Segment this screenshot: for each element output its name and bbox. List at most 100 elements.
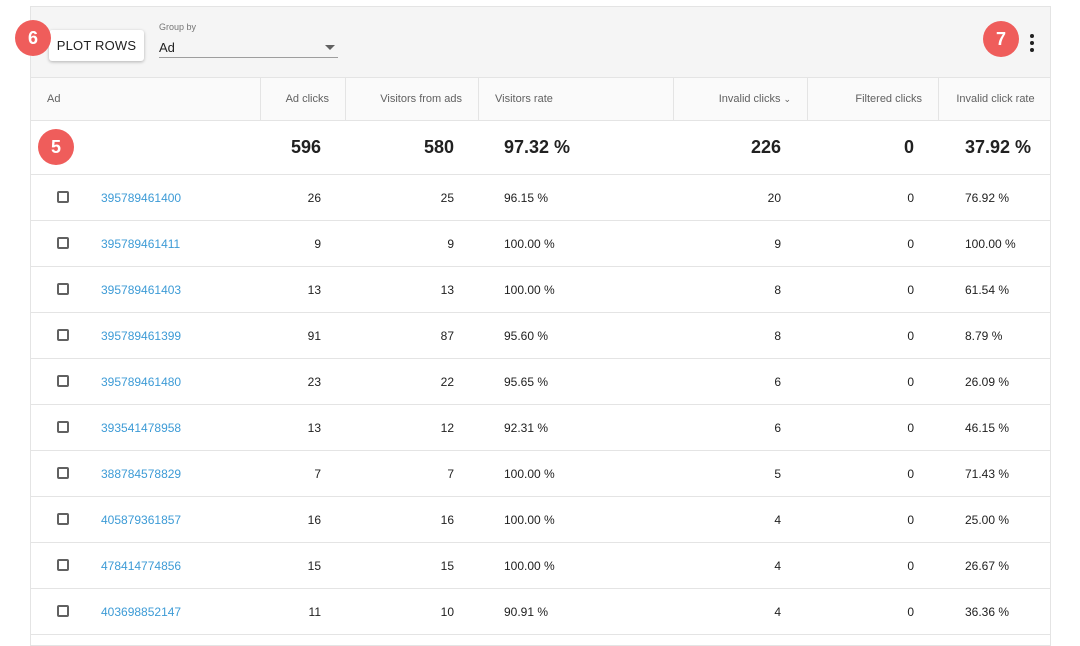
cell-ad-clicks: 13 bbox=[307, 282, 321, 297]
row-checkbox[interactable] bbox=[57, 421, 69, 433]
ad-id-link[interactable]: 403698852147 bbox=[101, 604, 182, 619]
cell-visitors-from-ads: 25 bbox=[440, 190, 454, 205]
table-row[interactable]: 395789461400 26 25 96.15 % 20 0 76.92 % bbox=[31, 175, 1050, 221]
cell-invalid-click-rate: 36.36 % bbox=[965, 604, 1010, 619]
cell-visitors-rate: 95.60 % bbox=[504, 328, 549, 343]
cell-invalid-clicks: 8 bbox=[774, 282, 781, 297]
cell-filtered-clicks: 0 bbox=[907, 604, 914, 619]
cell-visitors-rate: 92.31 % bbox=[504, 420, 549, 435]
total-invalid-click-rate: 37.92 % bbox=[965, 137, 1032, 157]
cell-invalid-clicks: 4 bbox=[774, 512, 781, 527]
group-by-value: Ad bbox=[159, 39, 175, 55]
total-visitors-rate: 97.32 % bbox=[504, 137, 571, 157]
chevron-down-icon: ⌄ bbox=[783, 93, 791, 104]
cell-invalid-click-rate: 71.43 % bbox=[965, 466, 1010, 481]
cell-invalid-click-rate: 25.00 % bbox=[965, 512, 1010, 527]
table-row[interactable]: 395789461399 91 87 95.60 % 8 0 8.79 % bbox=[31, 313, 1050, 359]
cell-ad-clicks: 15 bbox=[307, 558, 321, 573]
column-header-visitors-from-ads[interactable]: Visitors from ads bbox=[346, 78, 479, 120]
ad-id-link[interactable]: 395789461480 bbox=[101, 374, 182, 389]
table-row[interactable]: 395789461411 9 9 100.00 % 9 0 100.00 % bbox=[31, 221, 1050, 267]
column-header-ad-clicks[interactable]: Ad clicks bbox=[261, 78, 346, 120]
column-header-filtered-clicks[interactable]: Filtered clicks bbox=[808, 78, 939, 120]
cell-visitors-rate: 90.91 % bbox=[504, 604, 549, 619]
row-checkbox[interactable] bbox=[57, 559, 69, 571]
table-row[interactable]: 405879361857 16 16 100.00 % 4 0 25.00 % bbox=[31, 497, 1050, 543]
cell-invalid-clicks: 5 bbox=[774, 466, 781, 481]
cell-invalid-click-rate: 76.92 % bbox=[965, 190, 1010, 205]
total-invalid-clicks: 226 bbox=[750, 137, 781, 157]
row-checkbox[interactable] bbox=[57, 513, 69, 525]
cell-invalid-click-rate: 61.54 % bbox=[965, 282, 1010, 297]
cell-ad-clicks: 9 bbox=[314, 236, 321, 251]
annotation-badge-6: 6 bbox=[15, 20, 51, 56]
table-header: Ad Ad clicks Visitors from ads Visitors … bbox=[31, 77, 1050, 121]
table-row[interactable]: 395789461403 13 13 100.00 % 8 0 61.54 % bbox=[31, 267, 1050, 313]
annotation-badge-5: 5 bbox=[38, 129, 74, 165]
cell-visitors-from-ads: 12 bbox=[440, 420, 454, 435]
ad-id-link[interactable]: 405879361857 bbox=[101, 512, 182, 527]
cell-visitors-rate: 96.15 % bbox=[504, 190, 549, 205]
cell-filtered-clicks: 0 bbox=[907, 420, 914, 435]
cell-ad-clicks: 26 bbox=[307, 190, 321, 205]
total-visitors-from-ads: 580 bbox=[423, 137, 454, 157]
annotation-badge-7: 7 bbox=[983, 21, 1019, 57]
cell-visitors-rate: 100.00 % bbox=[504, 282, 555, 297]
cell-filtered-clicks: 0 bbox=[907, 558, 914, 573]
column-header-invalid-clicks[interactable]: Invalid clicks ⌄ bbox=[674, 78, 808, 120]
row-checkbox[interactable] bbox=[57, 605, 69, 617]
ad-id-link[interactable]: 395789461411 bbox=[101, 236, 181, 251]
ad-id-link[interactable]: 395789461400 bbox=[101, 190, 182, 205]
cell-ad-clicks: 23 bbox=[307, 374, 321, 389]
more-vert-icon[interactable] bbox=[1029, 34, 1035, 52]
row-checkbox[interactable] bbox=[57, 191, 69, 203]
table-row[interactable]: 388784578829 7 7 100.00 % 5 0 71.43 % bbox=[31, 451, 1050, 497]
cell-filtered-clicks: 0 bbox=[907, 236, 914, 251]
cell-invalid-clicks: 8 bbox=[774, 328, 781, 343]
column-header-ad[interactable]: Ad bbox=[31, 78, 261, 120]
cell-invalid-clicks: 20 bbox=[767, 190, 781, 205]
group-by-dropdown[interactable]: Ad bbox=[159, 37, 338, 58]
total-filtered-clicks: 0 bbox=[903, 137, 914, 157]
cell-visitors-from-ads: 87 bbox=[440, 328, 454, 343]
cell-ad-clicks: 16 bbox=[307, 512, 321, 527]
table-row[interactable]: 403698852147 11 10 90.91 % 4 0 36.36 % bbox=[31, 589, 1050, 635]
cell-visitors-rate: 100.00 % bbox=[504, 512, 555, 527]
ad-id-link[interactable]: 388784578829 bbox=[101, 466, 182, 481]
table-row[interactable]: 478414774856 15 15 100.00 % 4 0 26.67 % bbox=[31, 543, 1050, 589]
ad-id-link[interactable]: 393541478958 bbox=[101, 420, 182, 435]
cell-visitors-from-ads: 22 bbox=[440, 374, 454, 389]
group-by-select[interactable]: Group by Ad bbox=[159, 22, 338, 58]
row-checkbox[interactable] bbox=[57, 329, 69, 341]
cell-filtered-clicks: 0 bbox=[907, 190, 914, 205]
column-header-invalid-click-rate[interactable]: Invalid click rate bbox=[956, 93, 1035, 105]
table-row[interactable]: 395789461480 23 22 95.65 % 6 0 26.09 % bbox=[31, 359, 1050, 405]
cell-ad-clicks: 11 bbox=[308, 604, 321, 619]
cell-invalid-clicks: 6 bbox=[774, 420, 781, 435]
ad-id-link[interactable]: 395789461403 bbox=[101, 282, 182, 297]
row-checkbox[interactable] bbox=[57, 283, 69, 295]
table-row[interactable]: 393541478958 13 12 92.31 % 6 0 46.15 % bbox=[31, 405, 1050, 451]
group-by-label: Group by bbox=[159, 22, 197, 32]
row-checkbox[interactable] bbox=[57, 375, 69, 387]
cell-visitors-from-ads: 7 bbox=[447, 466, 454, 481]
cell-invalid-clicks: 4 bbox=[774, 558, 781, 573]
cell-visitors-from-ads: 13 bbox=[440, 282, 454, 297]
cell-filtered-clicks: 0 bbox=[907, 466, 914, 481]
cell-visitors-rate: 100.00 % bbox=[504, 466, 555, 481]
cell-visitors-rate: 95.65 % bbox=[504, 374, 549, 389]
ad-id-link[interactable]: 395789461399 bbox=[101, 328, 182, 343]
plot-rows-button[interactable]: PLOT ROWS bbox=[49, 30, 144, 61]
cell-visitors-from-ads: 9 bbox=[447, 236, 454, 251]
row-checkbox[interactable] bbox=[57, 237, 69, 249]
cell-invalid-clicks: 4 bbox=[774, 604, 781, 619]
cell-invalid-click-rate: 100.00 % bbox=[965, 236, 1016, 251]
cell-filtered-clicks: 0 bbox=[907, 282, 914, 297]
ad-id-link[interactable]: 478414774856 bbox=[101, 558, 182, 573]
cell-invalid-clicks: 9 bbox=[774, 236, 781, 251]
cell-ad-clicks: 7 bbox=[314, 466, 321, 481]
totals-row: 596 580 97.32 % 226 0 37.92 % bbox=[31, 121, 1050, 175]
column-header-visitors-rate[interactable]: Visitors rate bbox=[479, 78, 674, 120]
row-checkbox[interactable] bbox=[57, 467, 69, 479]
dropdown-arrow-icon bbox=[325, 44, 335, 50]
